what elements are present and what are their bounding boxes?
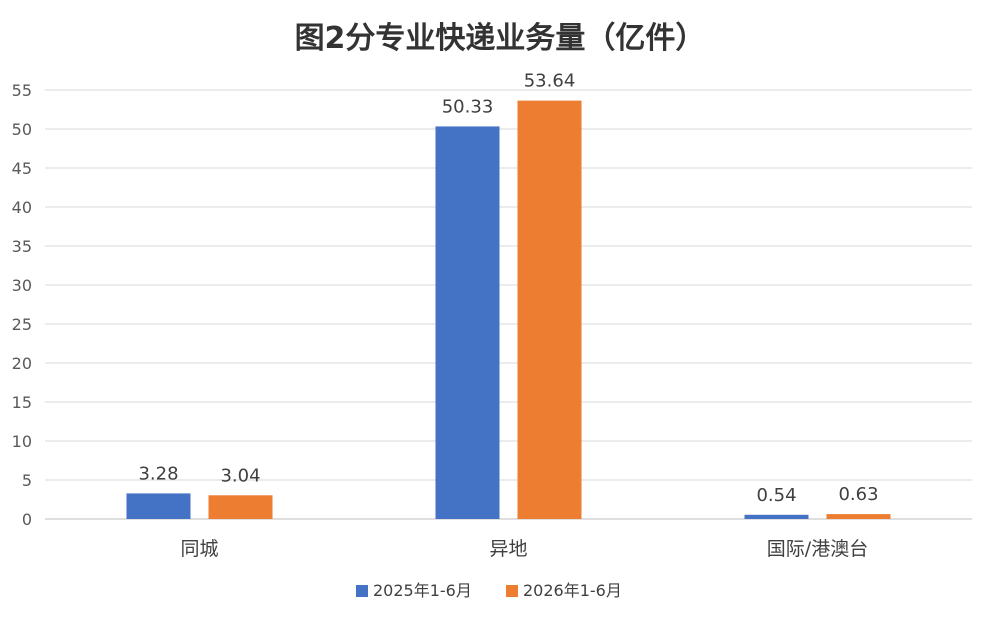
- y-tick-label: 0: [22, 510, 32, 529]
- legend: 2025年1-6月 2026年1-6月: [356, 581, 622, 600]
- bar: [435, 126, 500, 520]
- y-tick-label: 15: [12, 393, 32, 412]
- y-tick-label: 5: [22, 471, 32, 490]
- bar: [208, 495, 273, 519]
- bar: [517, 100, 582, 519]
- data-label: 0.63: [838, 484, 878, 505]
- y-tick-label: 35: [12, 237, 32, 256]
- x-axis-ticks: 同城 异地 国际/港澳台: [180, 538, 868, 560]
- y-tick-label: 50: [12, 120, 32, 139]
- x-tick-label: 异地: [489, 538, 527, 560]
- y-axis-ticks: 0 5 10 15 20 25 30 35 40 45 50 55: [12, 81, 32, 529]
- legend-swatch: [506, 585, 518, 597]
- y-tick-label: 30: [12, 276, 32, 295]
- y-tick-label: 45: [12, 159, 32, 178]
- data-label: 50.33: [442, 96, 494, 117]
- x-tick-label: 国际/港澳台: [767, 538, 868, 560]
- legend-swatch: [356, 585, 368, 597]
- data-label: 0.54: [756, 485, 796, 506]
- bars: [126, 100, 891, 520]
- y-tick-label: 55: [12, 81, 32, 100]
- data-label: 3.04: [220, 465, 260, 486]
- bar: [744, 514, 809, 519]
- legend-label: 2026年1-6月: [523, 581, 622, 600]
- x-tick-label: 同城: [180, 538, 218, 560]
- legend-label: 2025年1-6月: [373, 581, 472, 600]
- bar: [126, 493, 191, 519]
- y-tick-label: 10: [12, 432, 32, 451]
- data-label: 3.28: [138, 463, 178, 484]
- bar: [826, 514, 891, 519]
- gridlines: [45, 89, 972, 520]
- y-tick-label: 25: [12, 315, 32, 334]
- y-tick-label: 20: [12, 354, 32, 373]
- chart-title: 图2分专业快递业务量（亿件）: [295, 21, 706, 56]
- data-label: 53.64: [524, 71, 576, 92]
- data-labels: 3.28 3.04 50.33 53.64 0.54 0.63: [138, 71, 878, 506]
- y-tick-label: 40: [12, 198, 32, 217]
